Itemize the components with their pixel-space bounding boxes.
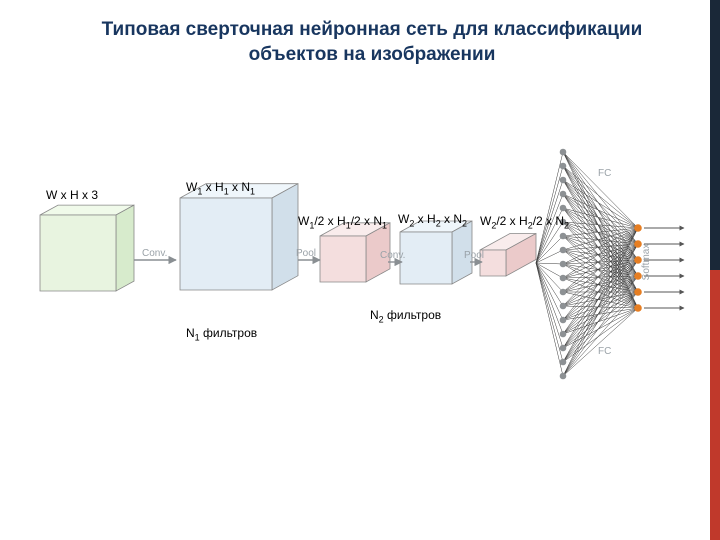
op-label: Pool — [296, 248, 316, 259]
block-label-top: W2 x H2 x N2 — [398, 212, 467, 228]
block-label-top: W1 x H1 x N1 — [186, 180, 255, 196]
block-label-top: W1/2 x H1/2 x N1 — [298, 214, 387, 230]
op-label: Conv. — [380, 250, 405, 261]
block-label-top: W x H x 3 — [46, 188, 98, 202]
block-label-bottom: N1 фильтров — [186, 326, 257, 342]
svg-text:Softmax: Softmax — [641, 244, 652, 281]
svg-text:FC: FC — [598, 168, 611, 179]
op-label: Pool — [464, 250, 484, 261]
op-label: Conv. — [142, 248, 167, 259]
cnn-diagram: FC Softmax FC — [0, 0, 720, 540]
svg-text:FC: FC — [598, 346, 611, 357]
block-label-bottom: N2 фильтров — [370, 308, 441, 324]
block-label-top: W2/2 x H2/2 x N2 — [480, 214, 569, 230]
